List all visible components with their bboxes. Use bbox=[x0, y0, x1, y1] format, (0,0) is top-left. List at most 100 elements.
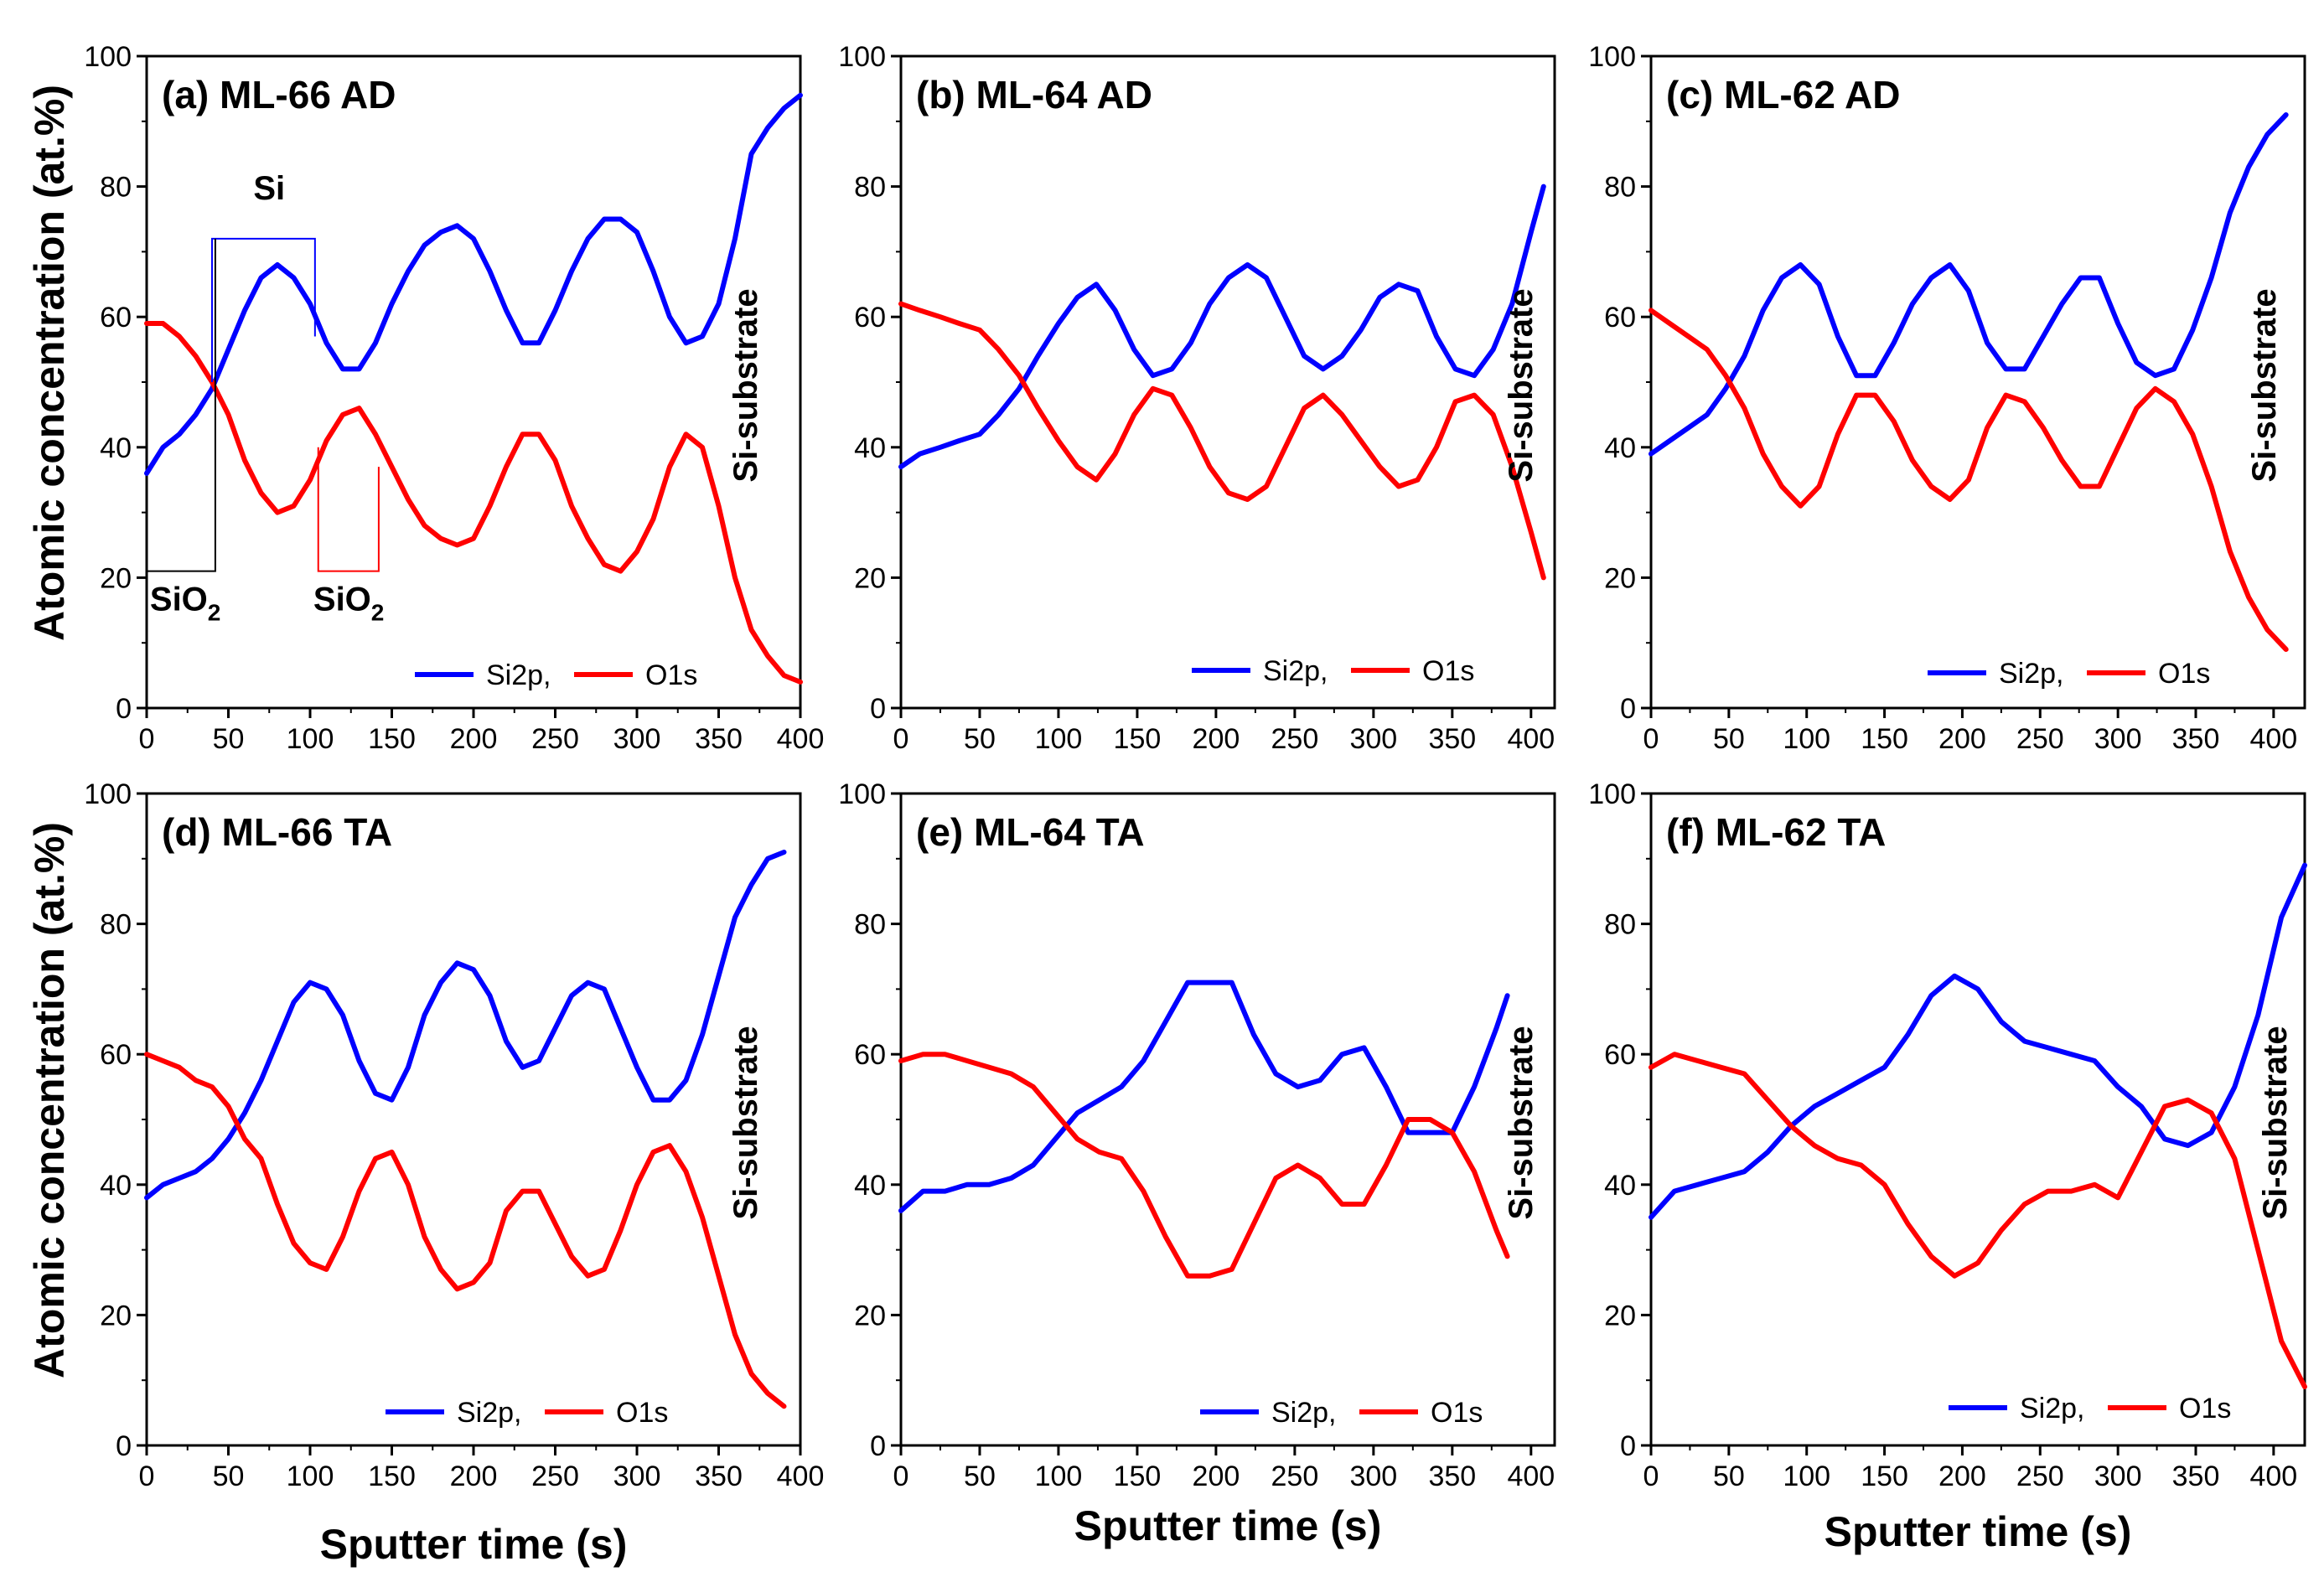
x-tick-label: 0 bbox=[139, 1461, 155, 1492]
series-o1s-line bbox=[1649, 308, 2289, 652]
sio2-layer-bracket-a bbox=[147, 238, 216, 572]
x-tick-label: 50 bbox=[1713, 723, 1745, 755]
panel-title: (d) ML-66 TA bbox=[162, 810, 392, 854]
y-tick-label: 0 bbox=[1620, 693, 1636, 725]
legend-si2p-label: Si2p, bbox=[1263, 655, 1328, 687]
x-tick-label: 50 bbox=[964, 1461, 996, 1492]
legend-o1s-label: O1s bbox=[1422, 655, 1474, 687]
substrate-label: Si-substrate bbox=[2257, 1026, 2294, 1219]
si-layer-bracket bbox=[211, 237, 316, 382]
x-tick-label: 350 bbox=[1428, 1461, 1476, 1492]
y-tick-label: 40 bbox=[1604, 432, 1636, 464]
legend-si2p-label: Si2p, bbox=[457, 1397, 522, 1429]
y-tick-label: 0 bbox=[116, 693, 132, 725]
y-tick-label: 100 bbox=[84, 778, 132, 810]
sio2-subscript-a: 2 bbox=[208, 599, 221, 625]
sio2-layer-label-b: SiO2 bbox=[313, 581, 384, 625]
x-tick-label: 350 bbox=[2172, 723, 2220, 755]
series-o1s-line bbox=[144, 321, 803, 685]
panel-2: 0 20 40 60 80 100 0 50 100 150 200 250 300 350 400 (b) … bbox=[838, 41, 1556, 755]
series-si2p-line bbox=[1649, 112, 2289, 457]
panel-title: (c) ML-62 AD bbox=[1666, 73, 1900, 116]
substrate-label: Si-substrate bbox=[1503, 1026, 1540, 1219]
x-tick-label: 250 bbox=[2016, 723, 2064, 755]
x-tick-label: 50 bbox=[964, 723, 996, 755]
y-tick-label: 40 bbox=[854, 1170, 886, 1202]
y-tick-label: 100 bbox=[1588, 778, 1636, 810]
y-tick-label: 100 bbox=[84, 41, 132, 73]
legend-si2p-label: Si2p, bbox=[2020, 1393, 2085, 1424]
si-layer-label: Si bbox=[253, 170, 285, 207]
substrate-label: Si-substrate bbox=[727, 288, 764, 482]
x-tick-label: 400 bbox=[777, 723, 825, 755]
legend-o1s-label: O1s bbox=[1431, 1397, 1483, 1429]
legend-si2p-label: Si2p, bbox=[1271, 1397, 1337, 1429]
y-tick-label: 40 bbox=[100, 432, 132, 464]
x-tick-label: 150 bbox=[1861, 1461, 1908, 1492]
x-tick-label: 50 bbox=[213, 723, 245, 755]
legend-si2p-label: Si2p, bbox=[486, 659, 551, 691]
substrate-label: Si-substrate bbox=[727, 1026, 764, 1219]
x-axis-label-left: Sputter time (s) bbox=[320, 1521, 628, 1568]
y-tick-label: 80 bbox=[1604, 909, 1636, 941]
x-tick-label: 300 bbox=[2094, 1461, 2142, 1492]
y-tick-label: 100 bbox=[1588, 41, 1636, 73]
x-tick-label: 300 bbox=[1349, 1461, 1397, 1492]
x-tick-label: 300 bbox=[613, 1461, 661, 1492]
legend-o1s-label: O1s bbox=[2179, 1393, 2231, 1424]
plot-frame bbox=[1649, 792, 2306, 1447]
x-tick-label: 150 bbox=[368, 723, 416, 755]
y-tick-label: 60 bbox=[854, 1039, 886, 1071]
series-o1s-line bbox=[898, 301, 1546, 581]
panel-title: (f) ML-62 TA bbox=[1666, 810, 1886, 854]
x-tick-label: 100 bbox=[287, 1461, 334, 1492]
panel-title: (e) ML-64 TA bbox=[916, 810, 1145, 854]
x-tick-label: 200 bbox=[1938, 1461, 1986, 1492]
x-tick-label: 300 bbox=[613, 723, 661, 755]
series-o1s-line bbox=[144, 1052, 787, 1409]
panel-5: 0 20 40 60 80 100 0 50 100 150 200 250 300 350 400 (e) … bbox=[838, 778, 1556, 1492]
plot-frame bbox=[1649, 54, 2306, 710]
x-tick-label: 0 bbox=[893, 1461, 909, 1492]
x-tick-label: 400 bbox=[2249, 1461, 2297, 1492]
y-tick-label: 60 bbox=[854, 302, 886, 333]
series-o1s-line bbox=[898, 1052, 1510, 1279]
y-tick-label: 60 bbox=[100, 1039, 132, 1071]
y-tick-label: 60 bbox=[100, 302, 132, 333]
y-tick-label: 40 bbox=[1604, 1170, 1636, 1202]
series-si2p-line bbox=[144, 850, 787, 1201]
plot-frame bbox=[145, 54, 802, 710]
x-tick-label: 200 bbox=[1193, 1461, 1240, 1492]
y-tick-label: 80 bbox=[100, 172, 132, 204]
y-tick-label: 60 bbox=[1604, 302, 1636, 333]
x-tick-label: 200 bbox=[450, 1461, 498, 1492]
x-tick-label: 250 bbox=[531, 723, 579, 755]
x-tick-label: 250 bbox=[531, 1461, 579, 1492]
y-tick-label: 40 bbox=[854, 432, 886, 464]
panel-title: (a) ML-66 AD bbox=[162, 73, 396, 116]
y-tick-label: 40 bbox=[100, 1170, 132, 1202]
x-tick-label: 50 bbox=[213, 1461, 245, 1492]
x-tick-label: 350 bbox=[2172, 1461, 2220, 1492]
x-tick-label: 400 bbox=[777, 1461, 825, 1492]
x-tick-label: 250 bbox=[1271, 1461, 1319, 1492]
x-axis-label-middle: Sputter time (s) bbox=[1074, 1502, 1382, 1549]
series-si2p-line bbox=[898, 184, 1546, 470]
legend-o1s-label: O1s bbox=[616, 1397, 668, 1429]
x-tick-label: 350 bbox=[695, 723, 743, 755]
x-tick-label: 150 bbox=[1114, 723, 1162, 755]
series-si2p-line bbox=[898, 980, 1510, 1213]
sio2-subscript-b: 2 bbox=[371, 599, 385, 625]
x-tick-label: 400 bbox=[1507, 723, 1555, 755]
x-tick-label: 300 bbox=[2094, 723, 2142, 755]
y-tick-label: 20 bbox=[100, 562, 132, 594]
y-tick-label: 0 bbox=[870, 693, 886, 725]
x-tick-label: 300 bbox=[1349, 723, 1397, 755]
y-tick-label: 0 bbox=[1620, 1430, 1636, 1462]
x-tick-label: 350 bbox=[695, 1461, 743, 1492]
x-tick-label: 200 bbox=[450, 723, 498, 755]
plot-frame bbox=[145, 792, 802, 1447]
panel-title: (b) ML-64 AD bbox=[916, 73, 1152, 116]
sio2-layer-label-a: SiO2 bbox=[150, 581, 220, 625]
